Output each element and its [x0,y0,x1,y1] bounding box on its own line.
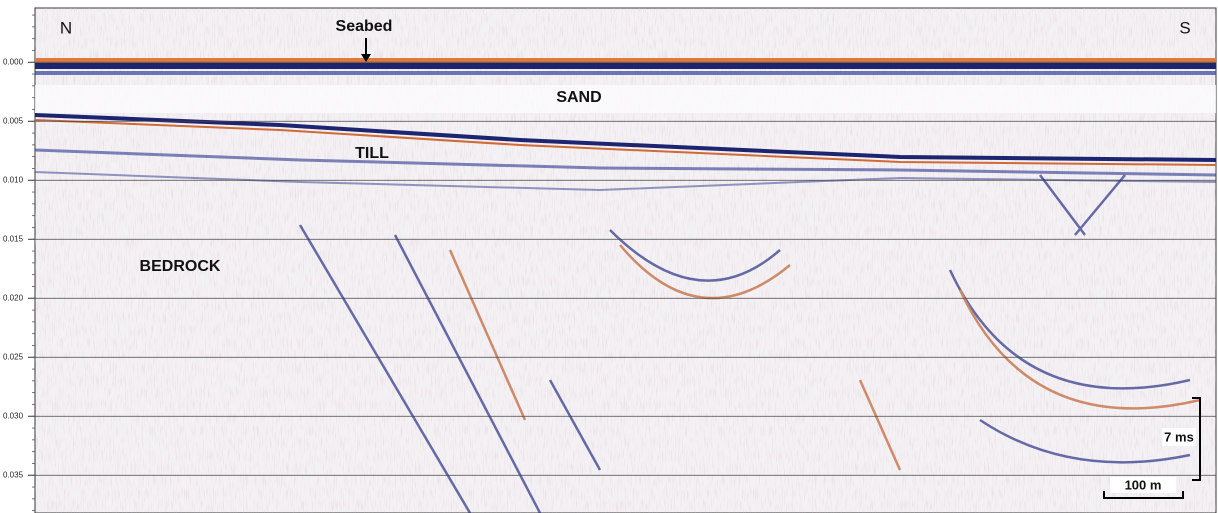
y-tick-label: 0.035 [3,470,24,479]
seismic-section [35,8,1216,513]
time-axis: 0.000 0.005 0.010 0.015 0.020 0.025 0.030 0.035 [3,14,1216,512]
crossing-reflector [1039,174,1086,236]
distance-scale-bar [1103,491,1184,499]
y-tick-label: 0.030 [3,411,24,420]
y-tick-label: 0.010 [3,175,24,184]
y-tick-label: 0.025 [3,352,24,361]
seabed-multiple [35,71,1216,75]
bedrock-reflectors [298,174,1201,513]
curved-reflector [609,229,781,282]
scale-label-bg [1110,477,1176,493]
y-tick-label: 0.020 [3,293,24,302]
south-label: S [1179,18,1190,37]
seabed-reflector [35,63,1216,69]
seabed-label: Seabed [336,18,393,35]
seabed-arrow-head [361,54,371,62]
time-scale-bar [1192,397,1201,481]
curved-reflector [619,244,791,300]
sand-layer [35,85,1216,113]
till-top [35,119,1216,166]
curved-reflector [958,289,1201,410]
y-tick-label: 0.005 [3,116,24,125]
till-base [35,171,1216,192]
curved-reflector [858,379,902,471]
y-tick-label: 0.000 [3,57,24,66]
seabed-reflector [35,58,1216,64]
north-label: N [60,18,72,37]
till-label: TILL [355,145,389,162]
dipping-reflector [448,249,527,421]
time-scale-label: 7 ms [1164,429,1194,444]
dipping-reflector [393,234,542,513]
scale-label-bg [1162,428,1196,446]
dipping-reflector [298,224,472,513]
y-tick-label: 0.015 [3,234,24,243]
dipping-reflector [548,379,602,471]
distance-scale-label: 100 m [1125,477,1162,492]
sand-label: SAND [556,89,601,106]
bedrock-label: BEDROCK [140,258,221,275]
till-reflector [35,148,1216,177]
curved-reflector [948,269,1191,390]
crossing-reflector [1074,174,1126,236]
curved-reflector [979,418,1191,464]
